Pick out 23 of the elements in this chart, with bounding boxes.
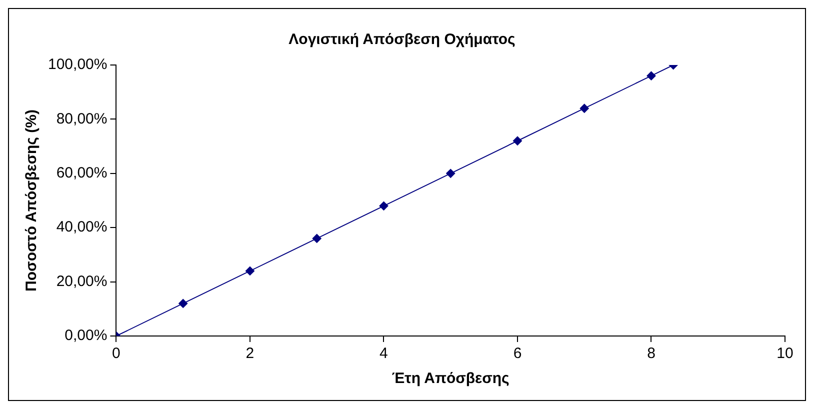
point	[245, 266, 254, 276]
y-axis-title: Ποσοστό Απόσβεσης (%)	[23, 110, 40, 292]
point	[379, 201, 388, 210]
x-tick-label: 0	[112, 345, 120, 362]
x-tick-label: 10	[776, 345, 794, 362]
x-tick-label: 4	[380, 345, 388, 362]
chart-title: Λογιστική Απόσβεση Οχήματος	[288, 31, 516, 48]
point	[646, 71, 656, 80]
y-tick-label: 20,00%	[56, 272, 108, 290]
point	[512, 136, 522, 146]
y-tick-label: 80,00%	[56, 110, 108, 128]
x-axis-title: Έτη Απόσβεσης	[392, 370, 510, 388]
x-tick-label: 6	[513, 345, 522, 362]
point	[178, 298, 188, 308]
point	[580, 104, 589, 113]
point	[446, 168, 456, 178]
y-tick-label: 0,00%	[64, 327, 108, 344]
x-tick-label: 2	[246, 345, 254, 362]
y-tick-label: 60,00%	[56, 164, 108, 182]
y-tick-label: 100,00%	[48, 56, 108, 74]
point	[312, 234, 322, 243]
x-tick-label: 8	[647, 345, 656, 362]
y-tick-label: 40,00%	[56, 218, 108, 236]
